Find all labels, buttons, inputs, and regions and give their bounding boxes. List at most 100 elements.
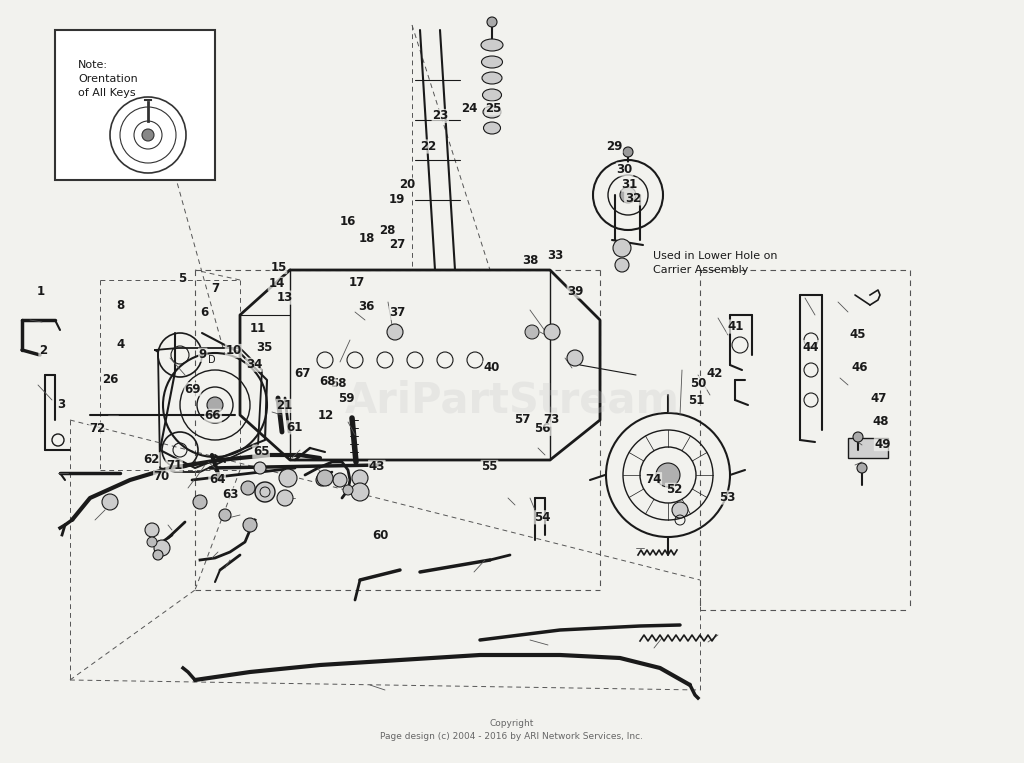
Text: 67: 67 [294,367,310,381]
Text: 37: 37 [389,306,406,320]
Text: 36: 36 [358,300,375,314]
Text: 6: 6 [201,306,209,320]
Circle shape [623,147,633,157]
Text: 69: 69 [184,382,201,396]
Circle shape [615,258,629,272]
Text: 14: 14 [268,277,285,291]
Text: 54: 54 [535,510,551,524]
Text: 4: 4 [117,338,125,352]
Circle shape [567,350,583,366]
Text: 44: 44 [803,340,819,354]
Text: 70: 70 [154,470,170,484]
Text: 3: 3 [57,398,66,411]
Text: 19: 19 [389,193,406,207]
Text: 17: 17 [348,275,365,289]
Circle shape [352,470,368,486]
Circle shape [254,462,266,474]
Text: 47: 47 [870,391,887,405]
Text: 57: 57 [514,413,530,427]
Text: 52: 52 [666,483,682,497]
Text: 40: 40 [483,361,500,375]
Text: 15: 15 [270,260,287,274]
Text: 50: 50 [690,376,707,390]
Text: 46: 46 [852,361,868,375]
Text: 39: 39 [567,285,584,298]
Text: 10: 10 [225,344,242,358]
Text: 8: 8 [117,298,125,312]
Text: 13: 13 [276,291,293,304]
Circle shape [207,397,223,413]
Text: 2: 2 [39,344,47,358]
Circle shape [279,469,297,487]
Circle shape [219,509,231,521]
Text: 73: 73 [543,413,559,427]
Text: 16: 16 [340,214,356,228]
Text: 66: 66 [205,409,221,423]
Circle shape [672,502,688,518]
Text: 56: 56 [535,422,551,436]
Circle shape [351,483,369,501]
Text: Copyright
Page design (c) 2004 - 2016 by ARI Network Services, Inc.: Copyright Page design (c) 2004 - 2016 by… [381,719,643,741]
Text: 11: 11 [250,321,266,335]
Circle shape [145,523,159,537]
Circle shape [620,187,636,203]
Text: 53: 53 [719,491,735,504]
Text: 25: 25 [485,101,502,115]
Text: 30: 30 [616,163,633,176]
Circle shape [102,494,118,510]
Text: 68: 68 [319,375,336,388]
Text: 21: 21 [276,399,293,413]
Circle shape [656,463,680,487]
Text: 23: 23 [432,109,449,123]
Text: 20: 20 [399,178,416,192]
Circle shape [487,17,497,27]
Text: 18: 18 [358,231,375,245]
Text: 74: 74 [645,472,662,486]
Text: 28: 28 [379,224,395,237]
Ellipse shape [483,106,501,118]
Text: 71: 71 [166,459,182,472]
Text: 34: 34 [246,358,262,372]
Circle shape [387,324,403,340]
Circle shape [333,473,347,487]
Text: 48: 48 [872,414,889,428]
Text: AriPartStream: AriPartStream [344,379,680,421]
Text: 1: 1 [37,285,45,298]
Circle shape [142,129,154,141]
Text: Note:
Orentation
of All Keys: Note: Orentation of All Keys [78,60,138,98]
Text: 64: 64 [209,472,225,486]
Text: Used in Lower Hole on
Carrier Assembly: Used in Lower Hole on Carrier Assembly [653,251,778,275]
Text: 33: 33 [547,249,563,262]
Ellipse shape [481,39,503,51]
Circle shape [278,490,293,506]
Text: 9: 9 [199,348,207,362]
Text: 29: 29 [606,140,623,153]
Bar [848,438,888,458]
Ellipse shape [483,122,501,134]
Circle shape [544,324,560,340]
Text: 58: 58 [330,376,346,390]
Text: D: D [208,355,216,365]
Circle shape [193,495,207,509]
Text: 12: 12 [317,409,334,423]
Circle shape [153,550,163,560]
Text: 59: 59 [338,391,354,405]
Text: 49: 49 [874,437,891,451]
Circle shape [343,485,353,495]
Text: 55: 55 [481,460,498,474]
FancyBboxPatch shape [55,30,215,180]
Text: 32: 32 [625,192,641,205]
Text: 72: 72 [89,422,105,436]
Circle shape [853,432,863,442]
Text: 35: 35 [256,340,272,354]
Circle shape [613,239,631,257]
Circle shape [316,474,328,486]
Text: 41: 41 [727,320,743,333]
Circle shape [154,540,170,556]
Text: 62: 62 [143,452,160,466]
Circle shape [147,537,157,547]
Circle shape [317,470,333,486]
Circle shape [241,481,255,495]
Text: 42: 42 [707,367,723,381]
Ellipse shape [481,56,503,68]
